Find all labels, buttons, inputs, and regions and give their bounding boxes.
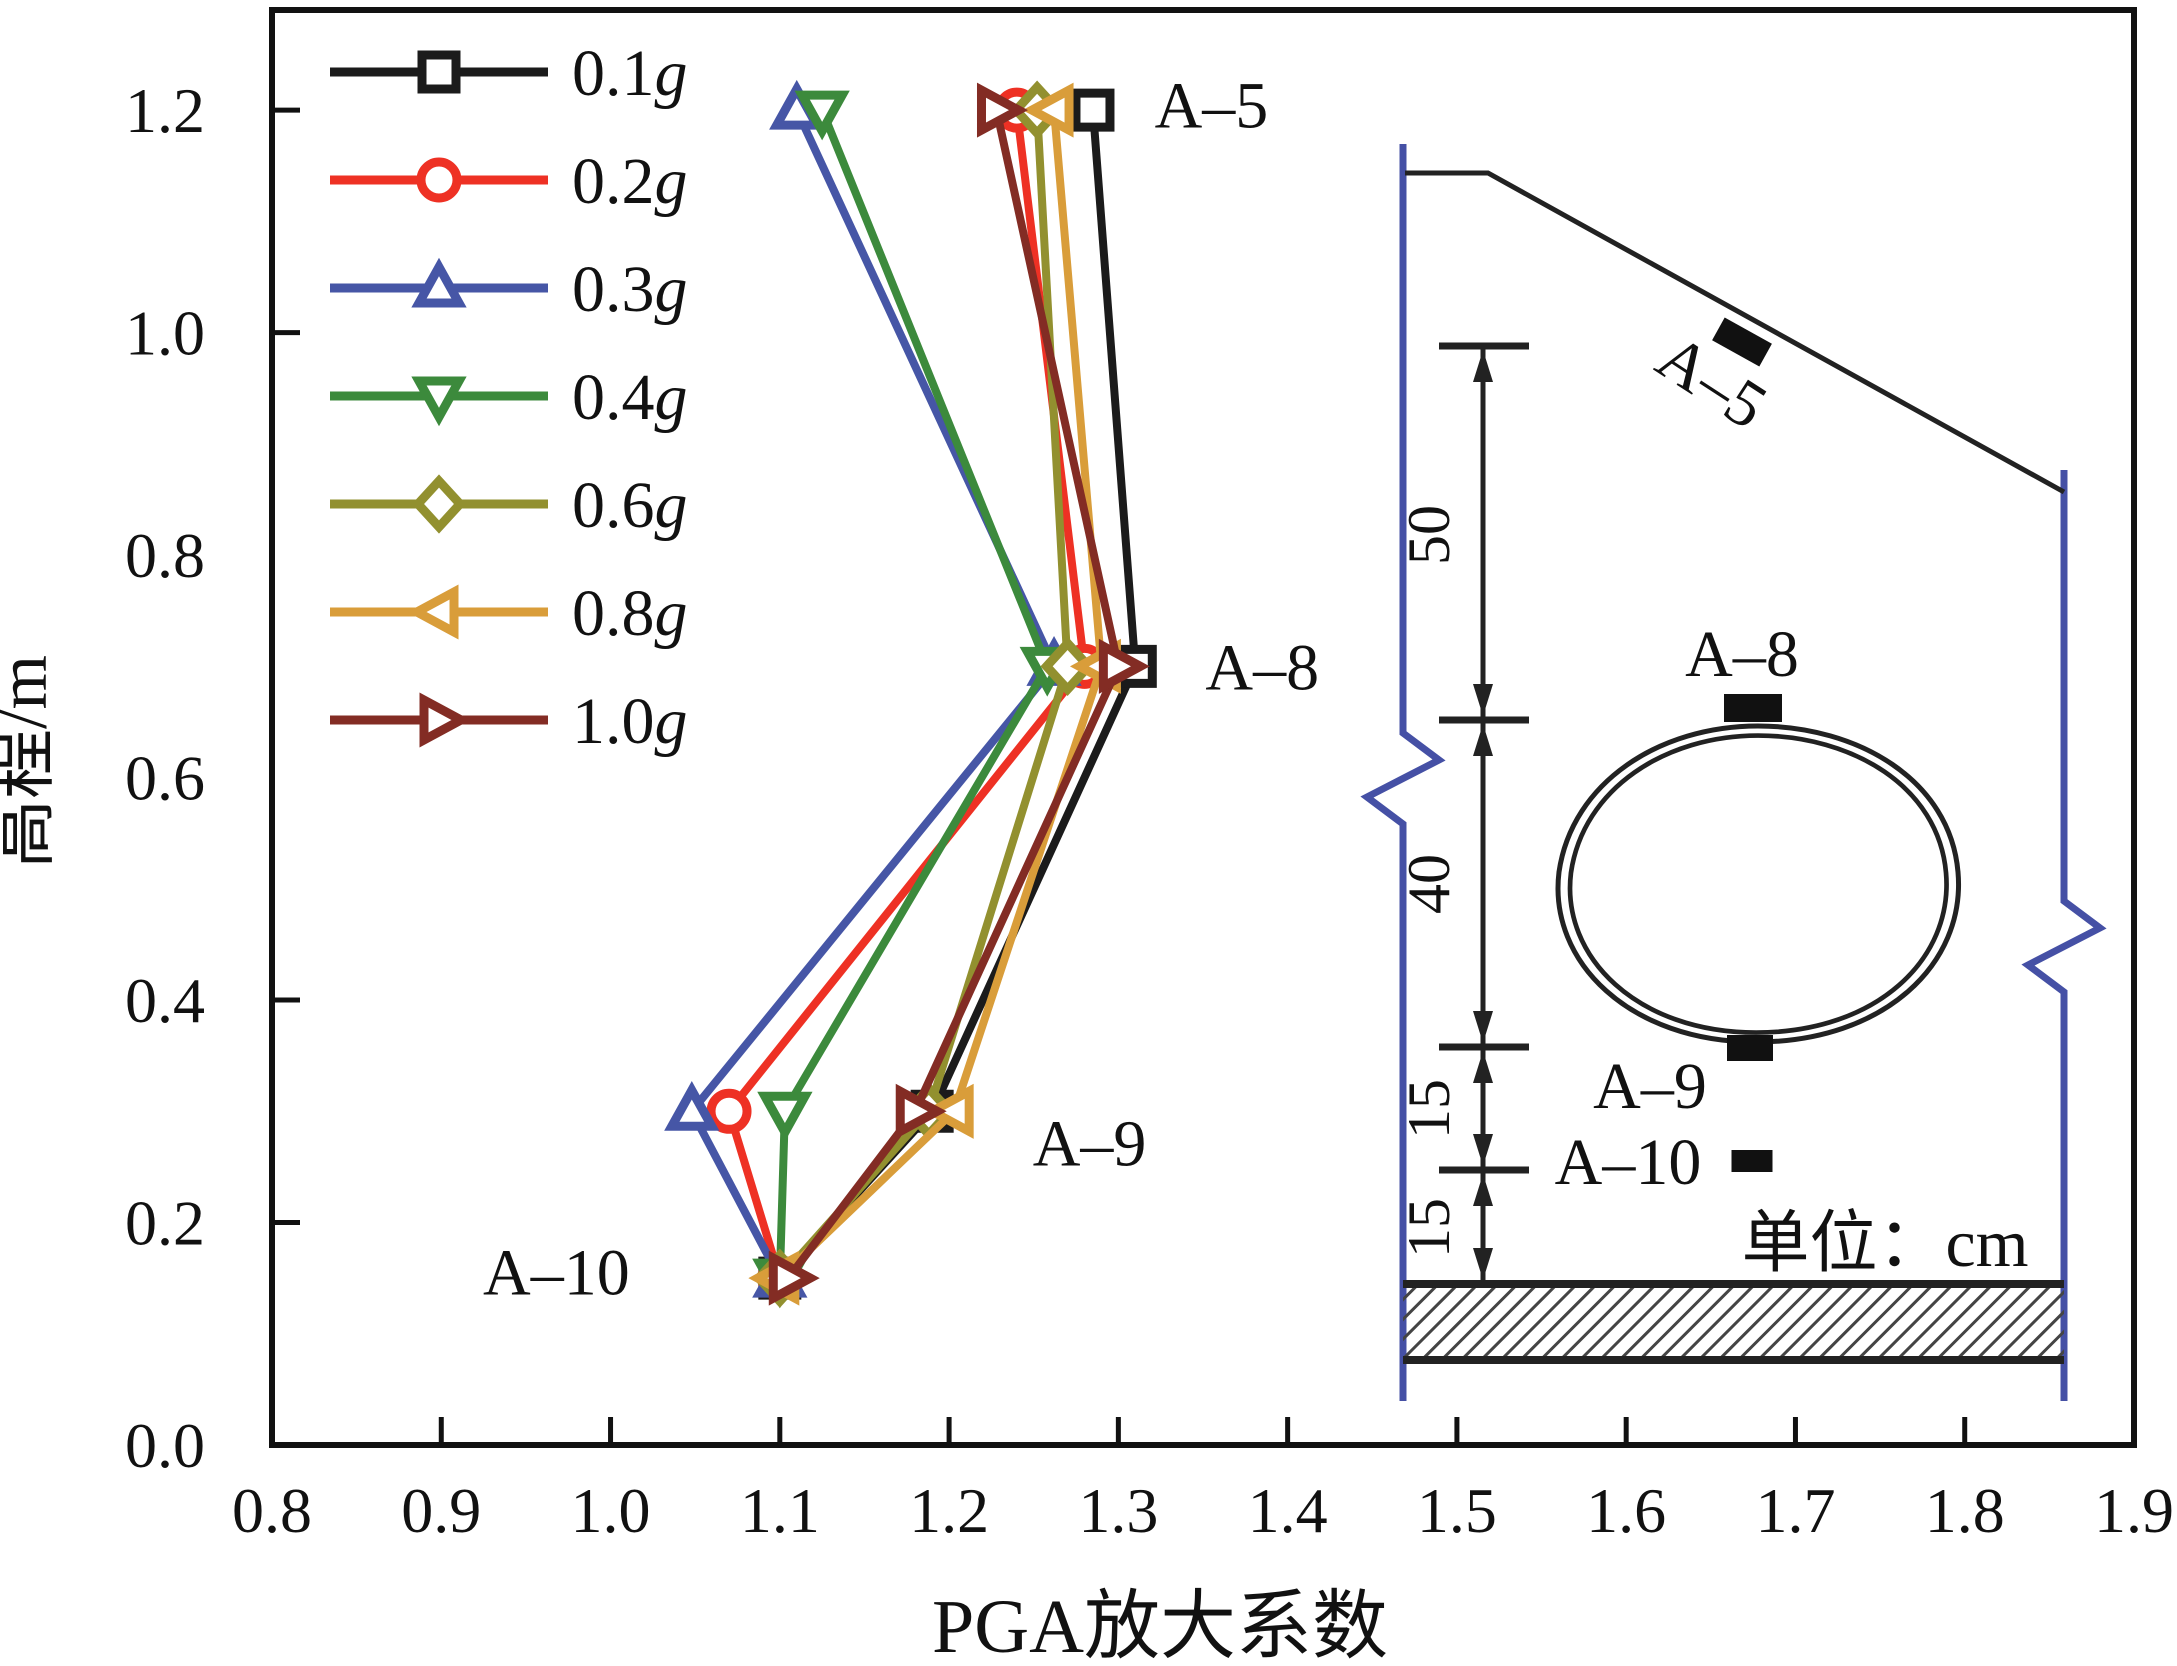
x-tick-label: 1.5	[1417, 1475, 1497, 1546]
dimension-arrow	[1473, 724, 1493, 756]
legend-label: 1.0g	[572, 685, 688, 758]
x-axis-title: PGA放大系数	[932, 1585, 1388, 1666]
series-line	[785, 109, 1123, 1281]
x-tick-label: 0.8	[232, 1475, 312, 1546]
x-tick-label: 1.9	[2094, 1475, 2174, 1546]
diagram-left-boundary	[1360, 144, 1446, 1401]
x-tick-label: 1.7	[1755, 1475, 1835, 1546]
sensor-label-A-9: A–9	[1593, 1050, 1707, 1123]
square-marker	[417, 50, 461, 94]
triangle-up-marker	[664, 1081, 720, 1131]
legend-item-1.0g: 1.0g	[330, 685, 688, 758]
annotation-A-9: A–9	[1033, 1107, 1147, 1180]
y-tick-label: 1.0	[125, 298, 205, 369]
y-tick-label: 1.2	[125, 75, 205, 146]
diagram-ground-hatch	[1403, 1284, 2064, 1360]
series-group	[664, 79, 1157, 1309]
dim-label-40-1: 40	[1396, 854, 1462, 914]
legend-label: 0.2g	[572, 145, 688, 218]
diagram-tunnel-outline-outer	[1555, 723, 1962, 1045]
triangle-down-marker	[757, 1091, 813, 1142]
legend: 0.1g 0.2g 0.3g 0.4g 0.6g 0.8g 1.0g	[330, 37, 688, 758]
triangle-left-marker	[1022, 82, 1074, 138]
y-tick-label: 0.0	[125, 1410, 205, 1481]
series-1.0g	[768, 82, 1150, 1306]
dimension-arrow	[1473, 1051, 1493, 1083]
diamond-marker	[1040, 636, 1095, 696]
triangle-down-marker	[411, 376, 467, 427]
legend-item-0.4g: 0.4g	[330, 361, 688, 434]
y-tick-label: 0.8	[125, 520, 205, 591]
x-tick-label: 1.2	[909, 1475, 989, 1546]
x-tick-label: 1.3	[1078, 1475, 1158, 1546]
annotation-A-5: A–5	[1155, 70, 1269, 143]
diamond-marker	[411, 474, 467, 534]
sensor-label-A-8: A–8	[1685, 618, 1799, 691]
sensor-A-5	[1712, 317, 1772, 367]
dimension-arrow	[1473, 1248, 1493, 1280]
triangle-down-marker	[794, 90, 850, 141]
series-line	[687, 108, 1059, 1281]
legend-item-0.2g: 0.2g	[330, 145, 688, 218]
sensor-A-10	[1731, 1150, 1773, 1172]
y-tick-label: 0.6	[125, 743, 205, 814]
x-tick-label: 0.9	[401, 1475, 481, 1546]
sensor-A-8	[1724, 694, 1782, 722]
diagram-right-boundary	[2021, 470, 2107, 1401]
legend-label: 0.4g	[572, 361, 688, 434]
dimension-arrow	[1473, 1134, 1493, 1166]
triangle-up-marker	[411, 257, 467, 308]
dimension-arrow	[1473, 1011, 1493, 1043]
circle-marker	[416, 157, 462, 203]
x-tick-label: 1.4	[1248, 1475, 1328, 1546]
diagram-slope-line	[1405, 170, 2066, 495]
x-tick-label: 1.8	[1925, 1475, 2005, 1546]
y-axis-title: 高程/m	[0, 655, 62, 869]
dimension-arrow	[1473, 350, 1493, 382]
circle-marker	[706, 1088, 752, 1134]
y-tick-label: 0.2	[125, 1188, 205, 1259]
triangle-right-marker	[1098, 638, 1150, 694]
series-line	[777, 109, 1106, 1282]
triangle-left-marker	[922, 1083, 974, 1139]
sensor-label-A-10: A–10	[1555, 1126, 1702, 1199]
annotation-A-10: A–10	[483, 1236, 630, 1309]
triangle-right-marker	[976, 82, 1028, 138]
unit-note: 单位：cm	[1741, 1205, 2028, 1281]
diagram-tunnel-outline-inner	[1567, 733, 1949, 1035]
axes: 0.8 0.9 1.0 1.1 1.2 1.3 1.4 1.5 1.6 1.7 1.8 1.9 0.0 0…	[125, 7, 2174, 1546]
legend-label: 0.8g	[572, 577, 688, 650]
triangle-left-marker	[407, 584, 459, 640]
triangle-right-marker	[419, 692, 471, 748]
dimension-line	[1439, 342, 1529, 1284]
x-tick-label: 1.6	[1586, 1475, 1666, 1546]
legend-label: 0.6g	[572, 469, 688, 542]
triangle-right-marker	[895, 1083, 947, 1139]
legend-item-0.6g: 0.6g	[330, 469, 688, 542]
series-line	[775, 108, 1052, 1279]
legend-label: 0.3g	[572, 253, 688, 326]
annotations: A–5 A–8 A–9 A–10	[483, 70, 1319, 1310]
y-tick-label: 0.4	[125, 965, 205, 1036]
dim-label-15-3: 15	[1396, 1198, 1462, 1258]
x-tick-label: 1.0	[571, 1475, 651, 1546]
square-marker	[1071, 88, 1115, 132]
legend-item-0.3g: 0.3g	[330, 253, 688, 326]
dim-label-50-0: 50	[1396, 505, 1462, 565]
plot-frame	[269, 7, 2137, 1448]
annotation-A-8: A–8	[1205, 631, 1319, 704]
x-tick-label: 1.1	[740, 1475, 820, 1546]
dimension-arrow	[1473, 1174, 1493, 1206]
triangle-right-marker	[768, 1250, 820, 1306]
dimension-arrow	[1473, 684, 1493, 716]
legend-label: 0.1g	[572, 37, 688, 110]
sensor-A-9	[1727, 1035, 1773, 1061]
legend-item-0.8g: 0.8g	[330, 577, 688, 650]
dim-label-15-2: 15	[1396, 1079, 1462, 1139]
legend-item-0.1g: 0.1g	[330, 37, 688, 110]
